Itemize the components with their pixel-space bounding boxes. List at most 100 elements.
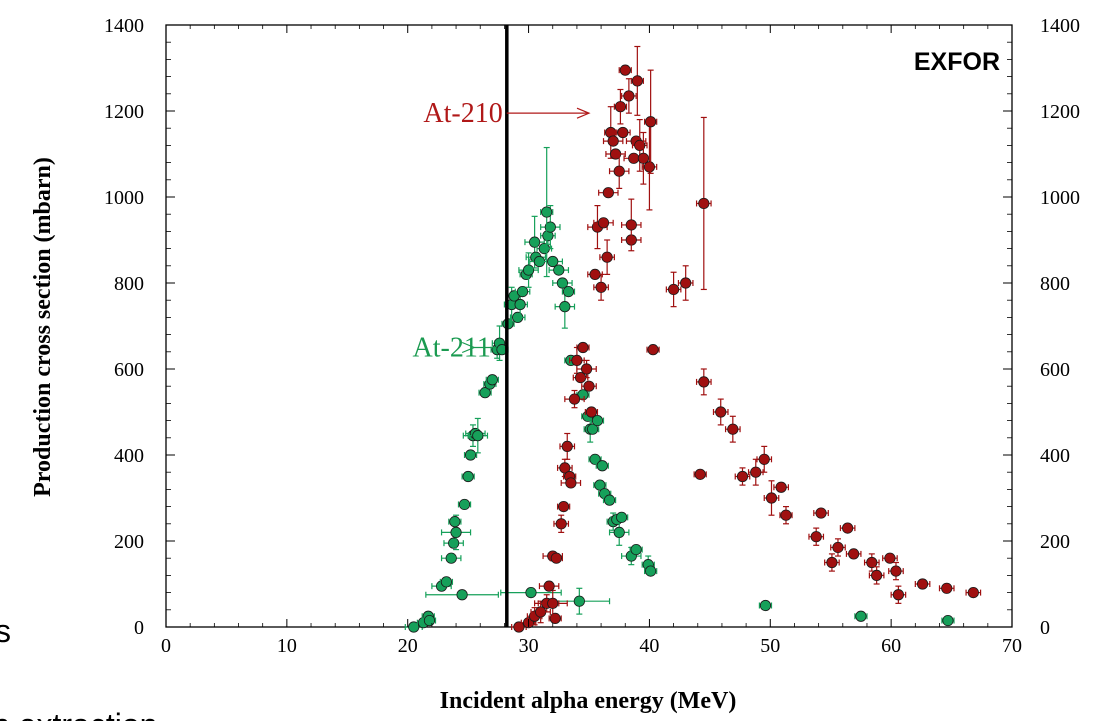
data-point <box>614 101 627 113</box>
data-point <box>547 597 559 609</box>
data-point <box>558 500 570 513</box>
data-point <box>595 281 607 293</box>
y-axis-title: Production cross section (mbarn) <box>30 157 56 497</box>
data-point <box>565 477 577 489</box>
data-point <box>871 569 883 582</box>
data-point <box>765 492 778 504</box>
y-tick-label-left: 600 <box>114 359 144 381</box>
data-point <box>571 354 583 366</box>
data-point <box>750 466 762 478</box>
y-tick-label-right: 800 <box>1040 273 1070 295</box>
x-tick-label: 70 <box>1002 635 1022 657</box>
data-point <box>727 423 739 435</box>
data-point <box>516 285 529 298</box>
data-point <box>448 537 460 549</box>
data-point <box>916 578 929 590</box>
data-point <box>832 541 844 554</box>
data-point <box>680 277 692 289</box>
data-point <box>848 548 860 560</box>
data-point <box>549 612 561 625</box>
y-tick-label-right: 0 <box>1040 617 1050 639</box>
x-tick-label: 30 <box>519 635 539 657</box>
data-point <box>890 565 902 577</box>
y-tick-label-right: 600 <box>1040 359 1070 381</box>
y-tick-label-left: 400 <box>114 445 144 467</box>
y-tick-label-right: 400 <box>1040 445 1070 467</box>
series-label-at-211: At-211 <box>413 333 491 364</box>
y-tick-label-left: 0 <box>134 617 144 639</box>
data-point <box>462 470 474 483</box>
data-point <box>613 165 625 177</box>
data-point <box>550 552 562 564</box>
series-layer <box>404 25 982 633</box>
data-point <box>810 531 822 543</box>
x-tick-label: 0 <box>161 635 171 657</box>
data-point <box>736 470 749 483</box>
data-point <box>623 90 635 102</box>
plot-area <box>165 24 1013 628</box>
data-point <box>440 576 452 588</box>
data-point <box>553 264 565 276</box>
data-point <box>842 522 854 534</box>
data-point <box>759 599 772 612</box>
data-point <box>826 556 838 569</box>
y-tick-label-right: 1400 <box>1040 15 1080 37</box>
x-axis-title: Incident alpha energy (MeV) <box>440 688 737 714</box>
data-point <box>698 376 710 388</box>
y-tick-label-left: 200 <box>114 531 144 553</box>
data-point <box>619 64 631 76</box>
data-point <box>698 197 710 210</box>
x-tick-label: 60 <box>881 635 901 657</box>
data-point <box>585 406 598 418</box>
data-point <box>423 614 436 627</box>
data-point <box>543 580 555 592</box>
data-point <box>408 621 420 633</box>
data-point <box>602 187 614 199</box>
data-point <box>573 595 585 607</box>
data-point <box>445 552 457 564</box>
data-point <box>458 498 471 511</box>
x-tick-label: 10 <box>277 635 297 657</box>
data-point <box>967 586 979 599</box>
data-point <box>529 236 541 248</box>
y-tick-label-left: 800 <box>114 273 144 295</box>
data-point <box>513 621 525 633</box>
data-point <box>884 552 896 564</box>
y-tick-label-left: 1400 <box>104 15 144 37</box>
series-at-211 <box>404 146 955 633</box>
series-arrow-head <box>461 341 476 354</box>
data-point <box>449 516 461 528</box>
x-tick-label: 40 <box>639 635 659 657</box>
data-point <box>577 341 589 354</box>
y-tick-label-right: 200 <box>1040 531 1070 553</box>
data-point <box>522 264 535 276</box>
x-tick-label: 50 <box>760 635 780 657</box>
data-point <box>892 589 904 601</box>
data-point <box>643 161 656 173</box>
data-point <box>450 526 462 539</box>
data-point <box>625 219 637 231</box>
data-point <box>855 610 867 622</box>
data-point <box>616 511 628 523</box>
data-point <box>645 565 657 577</box>
data-point <box>645 116 657 128</box>
data-point <box>637 152 649 164</box>
data-point <box>486 374 498 386</box>
data-point <box>559 462 571 474</box>
data-point <box>555 518 567 530</box>
data-point <box>634 139 646 151</box>
data-point <box>603 494 616 506</box>
data-point <box>617 126 629 139</box>
data-point <box>559 301 571 313</box>
data-point <box>456 589 468 601</box>
data-point <box>514 298 526 311</box>
exfor-label: EXFOR <box>914 48 1000 76</box>
data-point <box>525 586 537 599</box>
data-point <box>568 393 581 405</box>
data-point <box>596 460 608 472</box>
y-tick-label-left: 1200 <box>104 101 144 123</box>
data-point <box>694 468 706 480</box>
data-point <box>561 440 573 452</box>
data-point <box>815 507 827 519</box>
data-point <box>580 363 593 375</box>
